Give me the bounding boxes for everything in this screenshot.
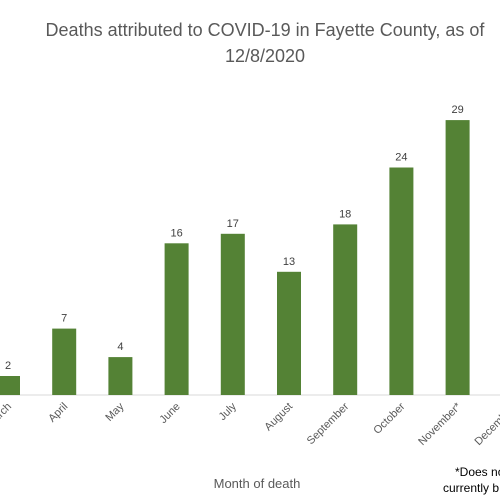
- x-axis-title: Month of death: [214, 476, 301, 491]
- bar-july: [220, 233, 245, 395]
- data-label-march: 2: [5, 360, 11, 372]
- x-tick-june: June: [157, 401, 182, 426]
- bar-may: [108, 357, 133, 395]
- bar-august: [277, 271, 301, 395]
- x-tick-march: March: [0, 401, 14, 431]
- x-tick-october: October: [371, 400, 407, 436]
- data-label-august: 13: [283, 256, 295, 268]
- footnote-line2: currently b: [443, 481, 499, 495]
- x-tick-may: May: [103, 400, 127, 424]
- chart-title-line1: Deaths attributed to COVID-19 in Fayette…: [46, 20, 486, 40]
- x-tick-december: December*: [473, 400, 500, 448]
- x-tick-labels-group: March April May June July August September Octo…: [0, 400, 500, 448]
- data-label-june: 16: [170, 227, 182, 239]
- bars-group: [0, 120, 470, 395]
- bar-march: [0, 376, 20, 395]
- x-tick-april: April: [46, 401, 70, 425]
- data-label-may: 4: [117, 341, 123, 353]
- x-tick-september: September: [305, 400, 352, 447]
- data-label-july: 17: [227, 218, 239, 230]
- data-label-april: 7: [61, 313, 67, 325]
- bar-april: [52, 328, 77, 395]
- bar-october: [389, 167, 414, 395]
- data-label-november: 29: [451, 104, 463, 116]
- chart-title-line2: 12/8/2020: [225, 46, 305, 66]
- data-label-october: 24: [395, 152, 407, 164]
- footnote-line1: *Does no: [455, 465, 500, 479]
- x-tick-november: November*: [416, 400, 464, 448]
- bar-june: [164, 243, 189, 395]
- x-tick-july: July: [217, 400, 240, 423]
- bar-september: [333, 224, 358, 395]
- data-label-september: 18: [339, 208, 351, 220]
- data-labels-group: 2 7 4 16 17 13 18 24 29: [5, 104, 464, 372]
- bar-november: [445, 120, 470, 395]
- x-tick-august: August: [262, 401, 295, 434]
